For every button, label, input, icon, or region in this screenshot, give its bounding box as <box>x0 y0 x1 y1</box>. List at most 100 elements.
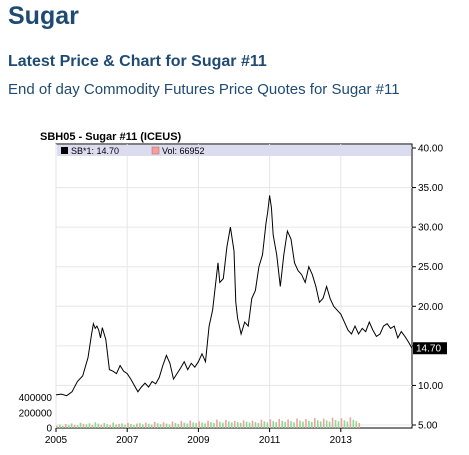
volume-bar <box>305 419 307 428</box>
volume-bar <box>76 425 79 428</box>
volume-bar <box>82 423 85 428</box>
volume-bar <box>337 421 340 428</box>
volume-tick-label: 400000 <box>19 393 53 404</box>
price-tick-label: 25.00 <box>418 262 443 273</box>
x-tick-label: 2007 <box>116 435 139 446</box>
volume-bar <box>171 421 174 428</box>
volume-bar <box>85 424 88 428</box>
volume-bar <box>58 424 61 428</box>
volume-bar <box>313 418 316 428</box>
x-tick-label: 2011 <box>259 435 281 446</box>
volume-bar <box>230 422 233 428</box>
volume-bar <box>100 424 103 428</box>
volume-bar <box>168 424 171 428</box>
legend-swatch-volume <box>151 146 160 155</box>
volume-bar <box>127 422 129 428</box>
volume-bar <box>296 418 298 428</box>
volume-bar <box>251 420 254 428</box>
volume-bar <box>266 422 269 428</box>
volume-bar <box>343 420 346 428</box>
volume-bar <box>186 423 189 428</box>
volume-bar <box>236 421 239 428</box>
volume-bar <box>275 422 278 428</box>
volume-bar <box>106 424 109 428</box>
volume-bar <box>245 421 248 428</box>
volume-bar <box>70 423 73 428</box>
last-price-tag: 14.70 <box>413 342 447 355</box>
volume-bar <box>198 421 200 428</box>
volume-bar <box>156 423 159 428</box>
volume-bar <box>278 418 281 428</box>
price-line <box>55 195 413 397</box>
legend-swatch-price <box>61 147 68 154</box>
last-price-tag-label: 14.70 <box>416 344 441 355</box>
volume-bar <box>177 423 180 428</box>
price-tick-label: 10.00 <box>418 381 443 392</box>
volume-bar <box>144 422 147 428</box>
volume-bar <box>281 420 283 428</box>
volume-bar <box>165 423 168 428</box>
volume-bar <box>141 424 144 428</box>
legend: SB*1: 14.70 Vol: 66952 <box>61 146 205 156</box>
volume-bar <box>91 424 94 428</box>
legend-label-volume: Vol: 66952 <box>162 146 205 156</box>
volume-bar <box>139 423 141 428</box>
volume-bar <box>260 419 263 428</box>
volume-bar <box>287 419 289 428</box>
price-chart: SBH05 - Sugar #11 (ICEUS) SB*1: 14.70 Vo… <box>19 131 447 446</box>
volume-bar <box>254 421 257 428</box>
plot-area <box>55 143 413 429</box>
volume-bar <box>147 423 150 428</box>
volume-bar <box>263 421 266 428</box>
volume-bar <box>204 423 206 428</box>
price-tick-label: 20.00 <box>418 302 443 313</box>
volume-bar <box>346 421 349 428</box>
volume-bar <box>94 422 97 428</box>
volume-bar <box>216 419 218 428</box>
volume-bar <box>150 424 153 428</box>
volume-bar <box>183 422 186 428</box>
x-tick-label: 2009 <box>187 435 210 446</box>
chart-title: SBH05 - Sugar #11 (ICEUS) <box>40 131 182 143</box>
price-tick-label: 40.00 <box>418 144 443 155</box>
volume-bar <box>325 420 328 428</box>
volume-bar <box>136 423 138 428</box>
volume-bar <box>97 423 100 428</box>
volume-bar <box>189 420 192 428</box>
price-tick-label: 35.00 <box>418 183 443 194</box>
volume-bar <box>242 420 245 428</box>
volume-bar <box>222 422 224 428</box>
volume-bar <box>64 424 67 428</box>
volume-bar <box>299 420 301 428</box>
x-tick-label: 2005 <box>45 435 68 446</box>
volume-bar <box>308 420 310 428</box>
volume-bar <box>349 417 352 428</box>
volume-bar <box>103 422 106 428</box>
volume-bar <box>284 421 286 428</box>
volume-bar <box>56 425 58 428</box>
volume-bars <box>56 417 361 428</box>
page-description: End of day Commodity Futures Price Quote… <box>8 81 400 98</box>
volume-bar <box>358 422 361 428</box>
volume-bar <box>79 422 82 428</box>
volume-bar <box>311 421 313 428</box>
price-tick-label: 5.00 <box>418 421 438 432</box>
x-axis: 2005 2007 2009 2011 2013 <box>45 428 352 446</box>
volume-bar <box>73 424 76 428</box>
volume-bar <box>61 425 64 428</box>
volume-bar <box>257 422 260 428</box>
legend-band <box>57 145 411 156</box>
volume-bar <box>340 418 343 428</box>
volume-bar <box>195 423 197 428</box>
volume-bar <box>112 422 114 428</box>
volume-bar <box>174 422 177 428</box>
volume-axis: 0 200000 400000 <box>19 393 53 434</box>
volume-bar <box>233 421 236 428</box>
page-subtitle: Latest Price & Chart for Sugar #11 <box>8 53 267 70</box>
volume-bar <box>352 419 355 428</box>
volume-bar <box>162 422 165 428</box>
volume-bar <box>239 422 242 428</box>
volume-bar <box>121 423 123 428</box>
volume-bar <box>322 418 325 428</box>
volume-bar <box>201 422 203 428</box>
